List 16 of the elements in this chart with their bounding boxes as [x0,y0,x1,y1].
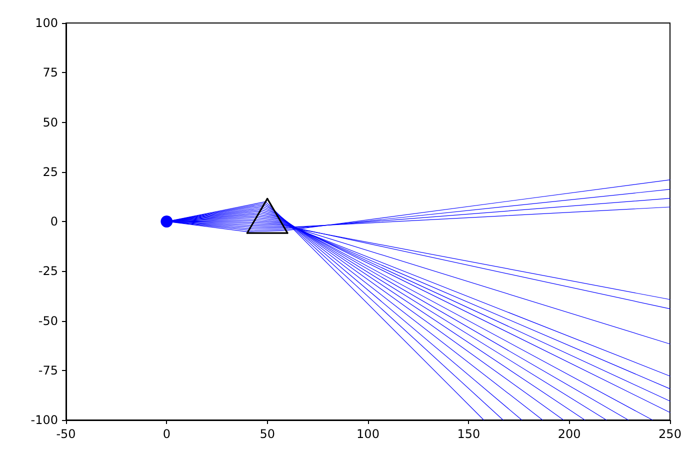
x-tick-label: 0 [162,427,170,441]
y-tick-label: -75 [38,363,58,378]
y-tick-label: 50 [42,115,58,130]
y-tick-label: 25 [42,164,58,179]
y-tick-label: -50 [38,314,58,328]
y-tick-label: -25 [38,264,58,278]
y-tick-label: 0 [50,214,58,228]
x-tick-label: -50 [56,427,76,441]
y-tick-label: 100 [35,16,58,30]
x-tick-label: 250 [658,427,682,441]
x-tick-label: 150 [457,427,480,441]
x-tick-label: 50 [260,427,275,441]
x-tick-label: 200 [558,427,581,441]
x-tick-label: 100 [356,427,380,441]
y-tick-label: -100 [30,413,58,427]
y-tick-label: 75 [42,66,58,80]
